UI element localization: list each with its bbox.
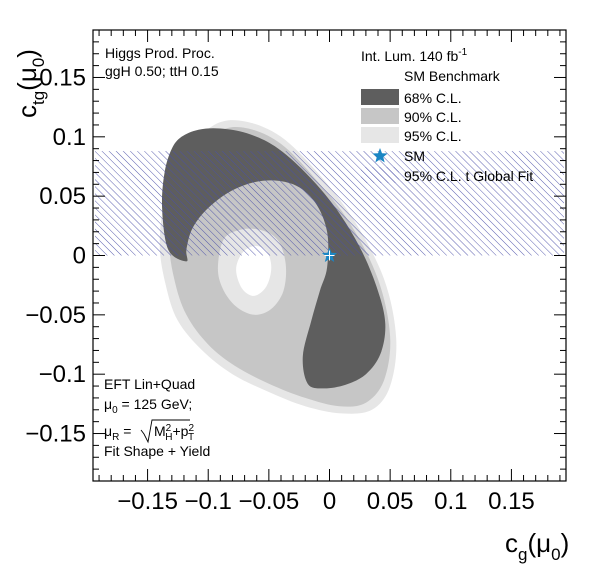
x-tick-label: 0.05 <box>367 488 414 515</box>
legend-header: Int. Lum. 140 fb-1 <box>361 47 468 64</box>
legend-swatch-68 <box>361 89 399 105</box>
legend-label-95: 95% C.L. <box>404 128 462 144</box>
svg-text:μR =: μR = <box>104 423 131 443</box>
y-tick-label: 0.1 <box>53 124 86 151</box>
legend-label-90: 90% C.L. <box>404 109 462 125</box>
y-axis-title: ctg(μ0) <box>12 49 48 118</box>
y-tick-label: 0 <box>73 243 86 270</box>
legend-label-global-fit: 95% C.L. t Global Fit <box>404 168 533 184</box>
x-axis-title: cg(μ0) <box>505 528 569 564</box>
sm-star-marker <box>321 247 338 262</box>
legend-swatch-90 <box>361 108 399 124</box>
legend-subheader: SM Benchmark <box>404 68 501 84</box>
sm-point-cross <box>324 250 335 261</box>
x-tick-label: 0.15 <box>488 488 535 515</box>
legend-swatch-95 <box>361 127 399 143</box>
axis-ticks <box>93 29 566 482</box>
cl95-core <box>236 245 272 296</box>
legend: Int. Lum. 140 fb-1 SM Benchmark 68% C.L.… <box>361 47 533 184</box>
x-tick-label: 0.1 <box>434 488 467 515</box>
y-tick-label: −0.1 <box>39 361 86 388</box>
y-tick-label: 0.05 <box>39 183 86 210</box>
legend-label-sm: SM <box>404 148 425 164</box>
annotation-mu0: μ0 = 125 GeV; <box>104 396 192 416</box>
x-tick-label: −0.1 <box>185 488 232 515</box>
annotation-eft: EFT Lin+Quad <box>104 376 195 392</box>
axis-tick-labels: −0.15 −0.1 −0.05 0 0.05 0.1 0.15−0.15−0.1−0.05… <box>25 64 535 515</box>
y-tick-label: −0.15 <box>25 421 86 448</box>
x-tick-label: 0 <box>323 488 336 515</box>
legend-sm-star-icon <box>372 148 388 163</box>
legend-swatch-global-fit <box>361 167 399 183</box>
global-fit-band <box>95 151 564 256</box>
y-tick-label: −0.05 <box>25 302 86 329</box>
annotation-process: Higgs Prod. Proc. <box>105 45 215 61</box>
annotation-weights: ggH 0.50; ttH 0.15 <box>105 63 219 79</box>
legend-label-68: 68% C.L. <box>404 90 462 106</box>
x-tick-label: −0.05 <box>238 488 299 515</box>
x-tick-label: −0.15 <box>117 488 178 515</box>
annotation-fit: Fit Shape + Yield <box>104 443 210 459</box>
svg-text:M2H+p2T: M2 H+p2 T <box>154 423 194 443</box>
y-tick-label: 0.15 <box>39 64 86 91</box>
sqrt-sign <box>140 419 190 444</box>
annotation-mur: μR = M2 H+p2 T <box>104 419 194 444</box>
